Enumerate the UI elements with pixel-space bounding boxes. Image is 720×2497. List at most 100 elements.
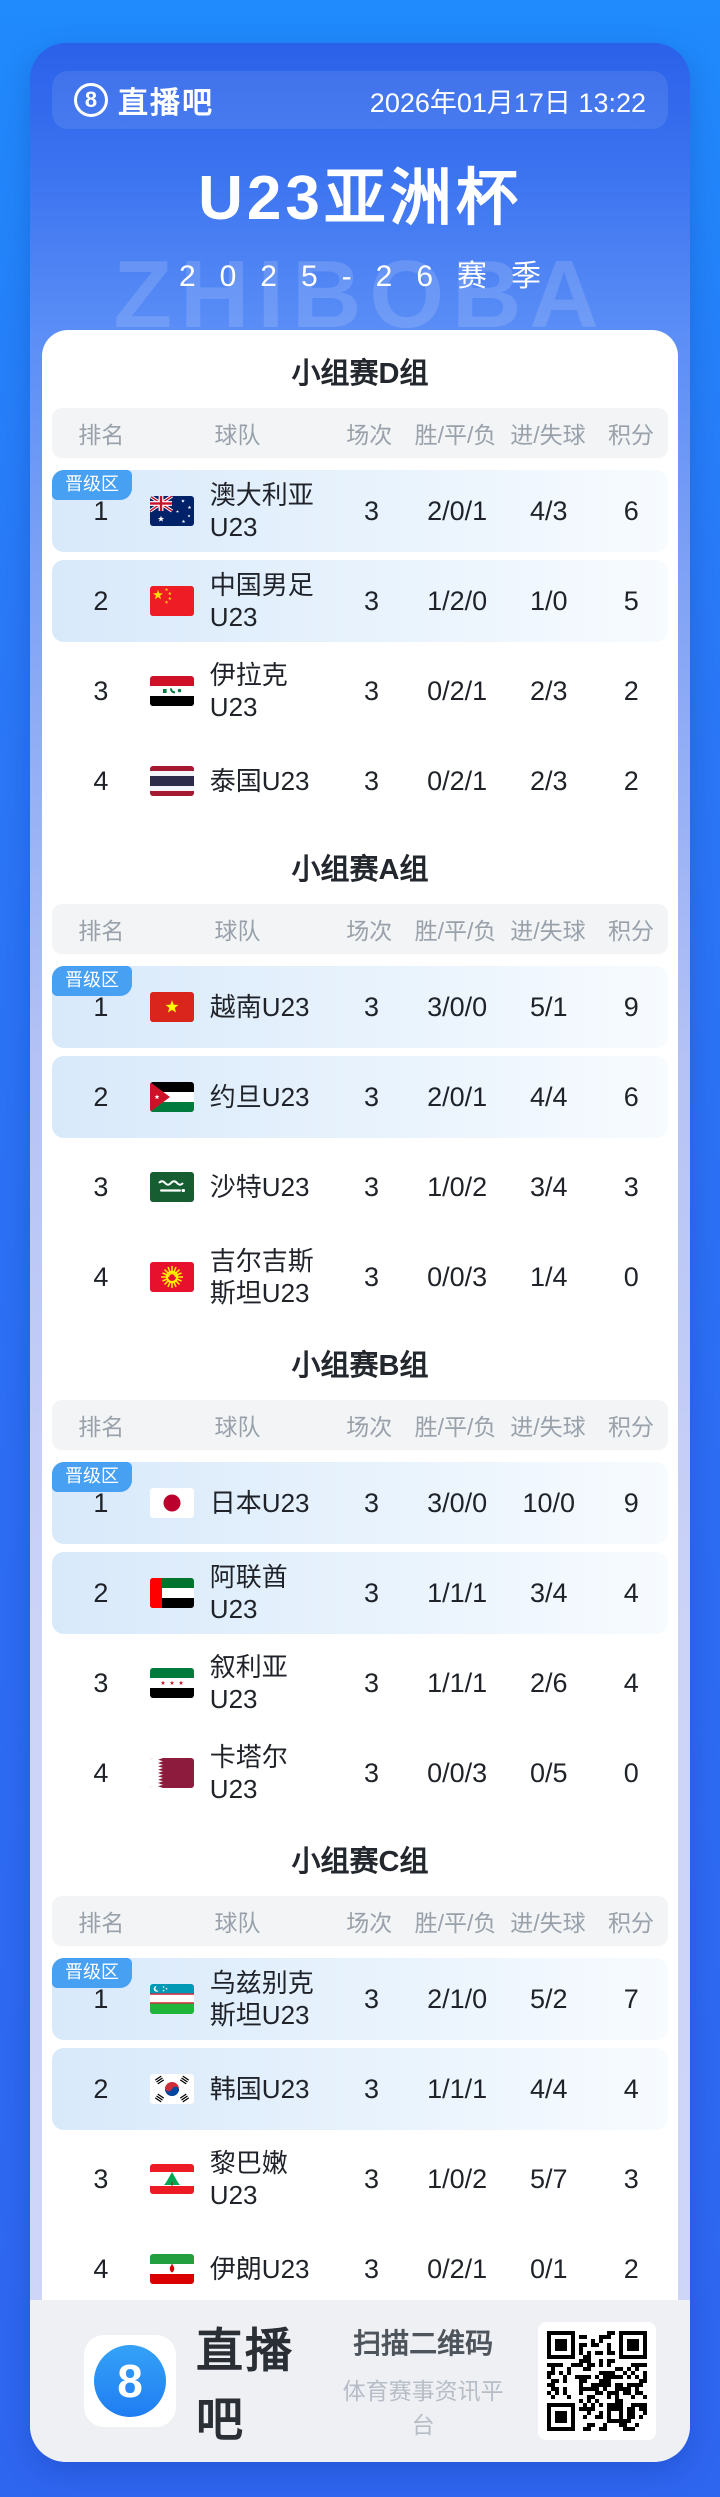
scan-text-block: 扫描二维码 体育赛事资讯平台 (334, 2322, 538, 2440)
rank-cell: 3 (93, 2163, 109, 2194)
points-cell: 4 (623, 1667, 639, 1698)
top-bar: 8 直播吧 2026年01月17日 13:22 (52, 71, 668, 129)
group-title: 小组赛B组 (291, 1350, 429, 1382)
column-header-played: 场次 (346, 422, 393, 448)
qr-code-image (547, 2331, 647, 2431)
wdl-cell: 0/2/1 (427, 675, 488, 706)
team-name: 叙利亚U23 (209, 1651, 288, 1715)
table-row: 晋级区 1 澳大利亚U23 3 2/0/1 4/3 6 (52, 470, 668, 552)
card-footer: 8 直播吧 扫描二维码 体育赛事资讯平台 (30, 2300, 690, 2462)
team-name: 中国男足U23 (209, 569, 314, 633)
played-cell: 3 (364, 1983, 380, 2014)
points-cell: 2 (623, 765, 639, 796)
column-header-points: 积分 (608, 918, 655, 944)
column-header-wdl: 胜/平/负 (414, 918, 497, 944)
column-header-goals: 进/失球 (510, 918, 586, 944)
table-row: 3 沙特U23 3 1/0/2 3/4 3 (52, 1146, 668, 1228)
column-header-team: 球队 (214, 918, 261, 944)
column-header-wdl: 胜/平/负 (414, 1910, 497, 1936)
qr-code (538, 2322, 656, 2440)
group-rows: 晋级区 1 越南U23 3 3/0/0 5/1 9 2 约旦U23 3 2/0/… (42, 966, 678, 1318)
goals-cell: 10/0 (522, 1487, 576, 1518)
goals-cell: 4/3 (530, 495, 568, 526)
table-row: 4 卡塔尔U23 3 0/0/3 0/5 0 (52, 1732, 668, 1814)
logo-8-digit: 8 (117, 2355, 143, 2407)
team-cell: 卡塔尔U23 (149, 1735, 332, 1812)
column-header-goals: 进/失球 (510, 1414, 586, 1440)
share-card: ZHIBOBA 8 直播吧 2026年01月17日 13:22 U23亚洲杯 2… (30, 43, 690, 2462)
team-cell: 韩国U23 (149, 2067, 332, 2112)
points-cell: 4 (623, 1577, 639, 1608)
team-flag-icon (149, 1488, 194, 1518)
wdl-cell: 2/1/0 (427, 1983, 488, 2014)
platform-name: 体育赛事资讯平台 (342, 2378, 504, 2438)
promotion-badge: 晋级区 (52, 1462, 132, 1492)
played-cell: 3 (364, 1081, 380, 1112)
column-header-points: 积分 (608, 422, 655, 448)
points-cell: 3 (623, 1171, 639, 1202)
team-cell: 吉尔吉斯斯坦U23 (149, 1239, 332, 1316)
team-flag-icon (149, 1262, 194, 1292)
team-cell: 泰国U23 (149, 759, 332, 804)
group-rows: 晋级区 1 日本U23 3 3/0/0 10/0 9 2 阿联酋U23 3 1/… (42, 1462, 678, 1814)
goals-cell: 0/5 (530, 1757, 568, 1788)
team-cell: 阿联酋U23 (149, 1555, 332, 1632)
table-row: 2 约旦U23 3 2/0/1 4/4 6 (52, 1056, 668, 1138)
played-cell: 3 (364, 1171, 380, 1202)
group-rows: 晋级区 1 澳大利亚U23 3 2/0/1 4/3 6 2 中国男足U23 3 … (42, 470, 678, 822)
team-flag-icon (149, 992, 194, 1022)
goals-cell: 2/3 (530, 675, 568, 706)
promotion-badge: 晋级区 (52, 1958, 132, 1988)
column-header-played: 场次 (346, 1414, 393, 1440)
column-header-team: 球队 (214, 1910, 261, 1936)
played-cell: 3 (364, 495, 380, 526)
played-cell: 3 (364, 585, 380, 616)
column-header-played: 场次 (346, 1910, 393, 1936)
points-cell: 5 (623, 585, 639, 616)
table-row: 晋级区 1 越南U23 3 3/0/0 5/1 9 (52, 966, 668, 1048)
played-cell: 3 (364, 2253, 380, 2284)
datetime-label: 2026年01月17日 13:22 (369, 87, 646, 118)
team-cell: 黎巴嫩U23 (149, 2141, 332, 2218)
points-cell: 0 (623, 1261, 639, 1292)
wdl-cell: 1/2/0 (427, 585, 488, 616)
table-row: 3 叙利亚U23 3 1/1/1 2/6 4 (52, 1642, 668, 1724)
goals-cell: 5/2 (530, 1983, 568, 2014)
team-flag-icon (149, 1082, 194, 1112)
column-header-team: 球队 (214, 1414, 261, 1440)
goals-cell: 4/4 (530, 1081, 568, 1112)
column-header-points: 积分 (608, 1414, 655, 1440)
rank-cell: 3 (93, 1667, 109, 1698)
table-header-row: 排名 球队 场次 胜/平/负 进/失球 积分 (52, 408, 668, 458)
points-cell: 0 (623, 1757, 639, 1788)
team-name: 澳大利亚U23 (209, 479, 314, 543)
rank-cell: 1 (93, 991, 109, 1022)
played-cell: 3 (364, 675, 380, 706)
team-cell: 伊拉克U23 (149, 653, 332, 730)
table-row: 2 韩国U23 3 1/1/1 4/4 4 (52, 2048, 668, 2130)
team-flag-icon (149, 1984, 194, 2014)
wdl-cell: 0/2/1 (427, 765, 488, 796)
footer-logo: 8 直播吧 (84, 2312, 334, 2450)
wdl-cell: 2/0/1 (427, 1081, 488, 1112)
table-row: 4 泰国U23 3 0/2/1 2/3 2 (52, 740, 668, 822)
points-cell: 4 (623, 2073, 639, 2104)
team-cell: 叙利亚U23 (149, 1645, 332, 1722)
scan-hint: 扫描二维码 (353, 2328, 494, 2359)
rank-cell: 2 (93, 1081, 109, 1112)
group-rows: 晋级区 1 乌兹别克斯坦U23 3 2/1/0 5/2 7 2 韩国U23 3 … (42, 1958, 678, 2300)
team-name: 越南U23 (209, 991, 310, 1022)
played-cell: 3 (364, 991, 380, 1022)
team-flag-icon (149, 676, 194, 706)
played-cell: 3 (364, 1261, 380, 1292)
goals-cell: 1/0 (530, 585, 568, 616)
team-name: 泰国U23 (209, 765, 310, 796)
group-title: 小组赛C组 (291, 1846, 429, 1878)
logo-8-circle: 8 (94, 2345, 166, 2417)
wdl-cell: 0/2/1 (427, 2253, 488, 2284)
rank-cell: 4 (93, 1757, 109, 1788)
column-header-team: 球队 (214, 422, 261, 448)
column-header-rank: 排名 (78, 1414, 125, 1440)
team-flag-icon (149, 2164, 194, 2194)
goals-cell: 0/1 (530, 2253, 568, 2284)
